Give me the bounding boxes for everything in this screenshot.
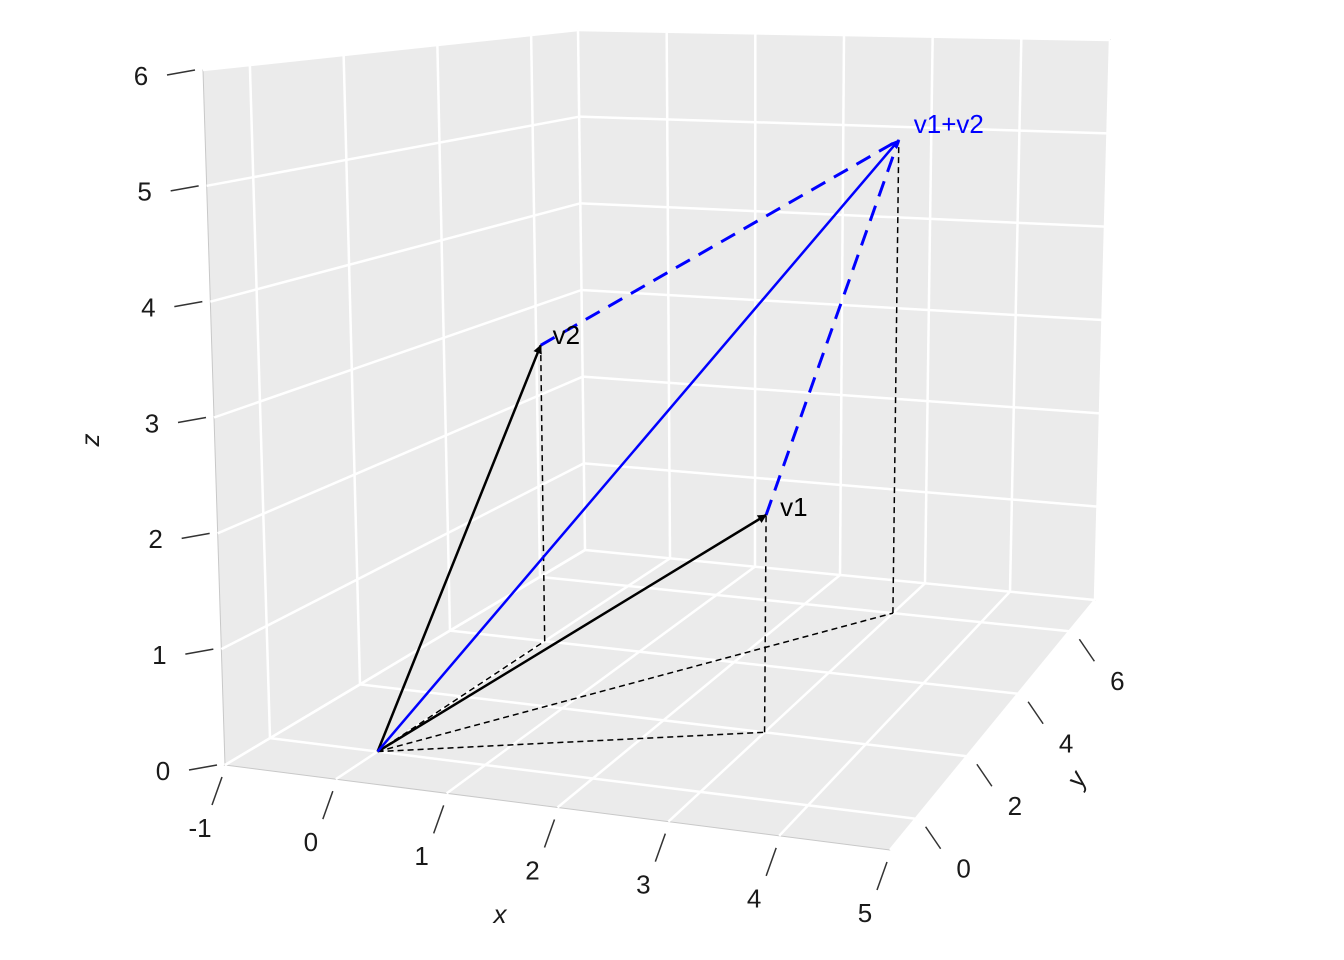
- z-tick-label: 5: [137, 177, 151, 207]
- grid-line: [220, 462, 585, 651]
- grid-line: [582, 375, 1101, 415]
- grid-line: [580, 202, 1106, 228]
- grid-line: [210, 202, 581, 303]
- z-tick: [170, 185, 199, 192]
- vector-arrow: [376, 513, 767, 753]
- x-tick: [322, 790, 334, 820]
- y-tick-label: 0: [956, 854, 970, 884]
- grid-line: [778, 590, 1011, 837]
- grid-line: [584, 548, 1096, 602]
- x-tick-label: 2: [525, 855, 539, 885]
- y-tick-label: 6: [1110, 666, 1124, 696]
- z-tick-label: 2: [148, 524, 162, 554]
- y-tick: [1027, 701, 1044, 725]
- z-tick: [177, 416, 207, 424]
- z-tick: [185, 648, 214, 655]
- z-tick: [166, 69, 196, 76]
- z-tick: [174, 300, 203, 308]
- y-tick: [1078, 638, 1095, 662]
- floor-projection: [377, 612, 894, 753]
- drop-line: [763, 514, 767, 733]
- x-tick: [765, 847, 777, 877]
- y-tick-label: 4: [1059, 729, 1073, 759]
- y-tick: [925, 826, 942, 850]
- z-tick-label: 3: [145, 408, 159, 438]
- drop-line: [892, 140, 900, 614]
- grid-line: [556, 574, 841, 809]
- z-tick: [188, 764, 218, 771]
- x-axis-title: x: [492, 899, 508, 929]
- floor-projection: [377, 731, 765, 753]
- sum-guide: [764, 139, 901, 516]
- z-tick-label: 0: [156, 756, 170, 786]
- x-tick: [211, 776, 223, 806]
- grid-line: [577, 28, 1111, 42]
- x-tick-label: 4: [747, 884, 761, 914]
- vector-label: v1+v2: [914, 109, 984, 139]
- grid-line: [217, 375, 584, 535]
- z-tick-label: 1: [152, 640, 166, 670]
- x-tick-label: -1: [188, 813, 211, 843]
- grid-line: [224, 548, 586, 767]
- grid-line: [213, 288, 582, 419]
- grid-line: [202, 28, 579, 72]
- vector-label: v1: [780, 492, 807, 522]
- grid-line: [583, 462, 1098, 508]
- vector-arrow: [376, 139, 900, 753]
- grid-line: [889, 599, 1096, 851]
- vector-label: v2: [553, 320, 580, 350]
- z-tick-label: 6: [134, 61, 148, 91]
- grid-line: [539, 575, 1070, 633]
- x-tick-label: 3: [636, 870, 650, 900]
- grid-line: [445, 565, 756, 795]
- y-tick: [976, 763, 993, 787]
- y-tick-label: 2: [1008, 791, 1022, 821]
- x-tick: [432, 805, 445, 834]
- z-tick: [181, 532, 210, 540]
- grid-line: [579, 115, 1108, 135]
- grid-line: [206, 115, 580, 188]
- x-tick: [654, 833, 667, 862]
- sum-guide: [539, 138, 900, 347]
- y-axis-title: y: [1059, 764, 1093, 794]
- x-tick-label: 5: [858, 898, 872, 928]
- vector-arrow: [376, 344, 542, 753]
- x-tick: [543, 819, 556, 848]
- z-tick-label: 4: [141, 293, 155, 323]
- z-axis-title: z: [75, 434, 105, 448]
- grid-line: [667, 582, 926, 823]
- x-tick-label: 1: [414, 841, 428, 871]
- x-tick: [876, 861, 888, 891]
- x-tick-label: 0: [304, 827, 318, 857]
